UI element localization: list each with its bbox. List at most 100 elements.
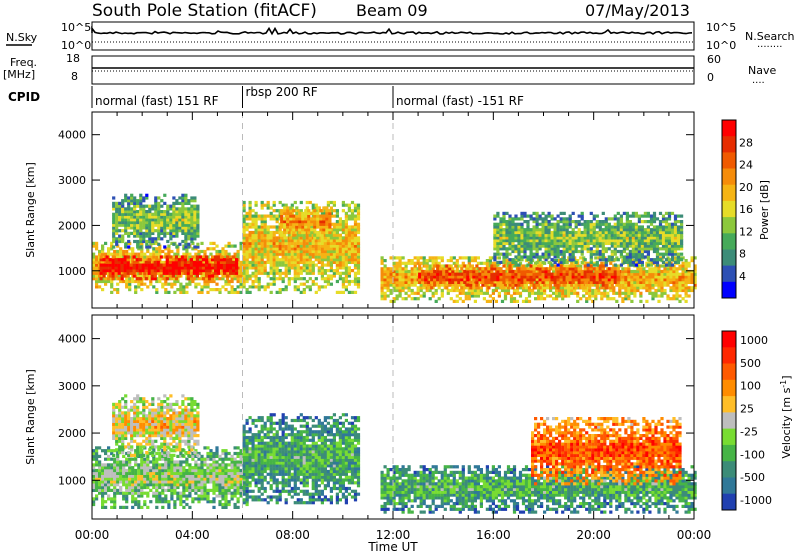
data-cell: [524, 283, 529, 287]
data-cell: [239, 274, 243, 278]
data-cell: [284, 249, 288, 254]
data-cell: [479, 291, 483, 295]
data-cell: [257, 249, 261, 254]
data-cell: [461, 283, 465, 287]
data-cell: [540, 283, 544, 287]
data-cell: [541, 222, 545, 226]
data-cell: [283, 220, 287, 224]
data-cell: [559, 236, 563, 240]
data-cell: [654, 280, 658, 284]
data-cell: [395, 283, 399, 287]
data-cell: [139, 231, 143, 235]
data-cell: [568, 217, 572, 221]
data-cell: [493, 233, 497, 237]
data-cell: [553, 252, 557, 256]
data-cell: [580, 230, 584, 235]
data-cell: [567, 288, 571, 293]
data-cell: [221, 249, 225, 254]
data-cell: [329, 206, 333, 210]
data-cell: [156, 263, 160, 267]
data-cell: [133, 199, 137, 203]
data-cell: [445, 272, 449, 276]
data-cell: [251, 217, 255, 221]
data-cell: [514, 228, 518, 232]
data-cell: [338, 222, 342, 226]
data-cell: [514, 247, 518, 251]
data-cell: [353, 252, 358, 256]
data-cell: [565, 247, 569, 251]
data-cell: [193, 229, 197, 233]
data-cell: [266, 214, 270, 218]
data-cell: [690, 278, 694, 282]
data-cell: [607, 255, 611, 259]
data-cell: [535, 283, 539, 287]
data-cell: [353, 206, 358, 210]
data-cell: [183, 258, 187, 262]
data-cell: [278, 228, 282, 232]
data-cell: [684, 291, 688, 295]
data-cell: [619, 244, 623, 248]
data-cell: [693, 286, 697, 290]
data-cell: [543, 283, 547, 287]
data-cell: [532, 278, 536, 282]
data-cell: [219, 263, 224, 267]
data-cell: [511, 272, 515, 276]
data-cell: [622, 211, 626, 215]
data-cell: [521, 264, 526, 268]
data-cell: [487, 278, 491, 282]
noise-left-tick-top: 10^5: [61, 21, 91, 34]
data-cell: [335, 244, 339, 248]
data-cell: [257, 225, 261, 229]
data-cell: [117, 266, 121, 270]
data-cell: [616, 217, 620, 221]
data-cell: [628, 241, 632, 245]
data-cell: [164, 279, 168, 284]
data-cell: [499, 244, 503, 248]
data-cell: [293, 241, 297, 245]
data-cell: [133, 226, 137, 230]
data-cell: [296, 285, 300, 289]
data-cell: [344, 266, 348, 270]
data-cell: [155, 252, 159, 256]
data-cell: [564, 288, 568, 293]
data-cell: [463, 286, 467, 290]
data-cell: [305, 271, 309, 275]
data-cell: [239, 277, 243, 281]
data-cell: [410, 297, 414, 301]
data-cell: [529, 269, 533, 274]
data-cell: [616, 267, 620, 271]
data-cell: [299, 290, 303, 294]
data-cell: [260, 217, 264, 221]
data-cell: [567, 294, 571, 298]
data-cell: [102, 266, 106, 270]
data-cell: [514, 217, 518, 221]
data-cell: [172, 223, 176, 227]
data-cell: [341, 285, 345, 289]
data-cell: [145, 239, 149, 244]
data-cell: [383, 259, 387, 263]
data-cell: [338, 247, 342, 251]
data-cell: [114, 266, 118, 270]
data-cell: [317, 230, 321, 235]
data-cell: [248, 247, 252, 251]
data-cell: [195, 255, 199, 259]
data-cell: [540, 291, 544, 295]
data-cell: [335, 230, 339, 235]
data-cell: [254, 263, 258, 267]
data-cell: [568, 267, 572, 271]
data-cell: [341, 244, 345, 248]
data-cell: [164, 282, 168, 286]
data-cell: [636, 280, 640, 284]
data-cell: [467, 294, 471, 298]
data-cell: [580, 283, 584, 287]
data-cell: [200, 249, 204, 254]
data-cell: [210, 277, 215, 281]
data-cell: [347, 266, 351, 270]
data-cell: [335, 258, 339, 262]
data-cell: [184, 212, 188, 216]
data-cell: [457, 278, 461, 282]
data-cell: [305, 236, 309, 240]
data-cell: [520, 255, 524, 259]
data-cell: [404, 269, 408, 274]
data-cell: [138, 266, 142, 270]
